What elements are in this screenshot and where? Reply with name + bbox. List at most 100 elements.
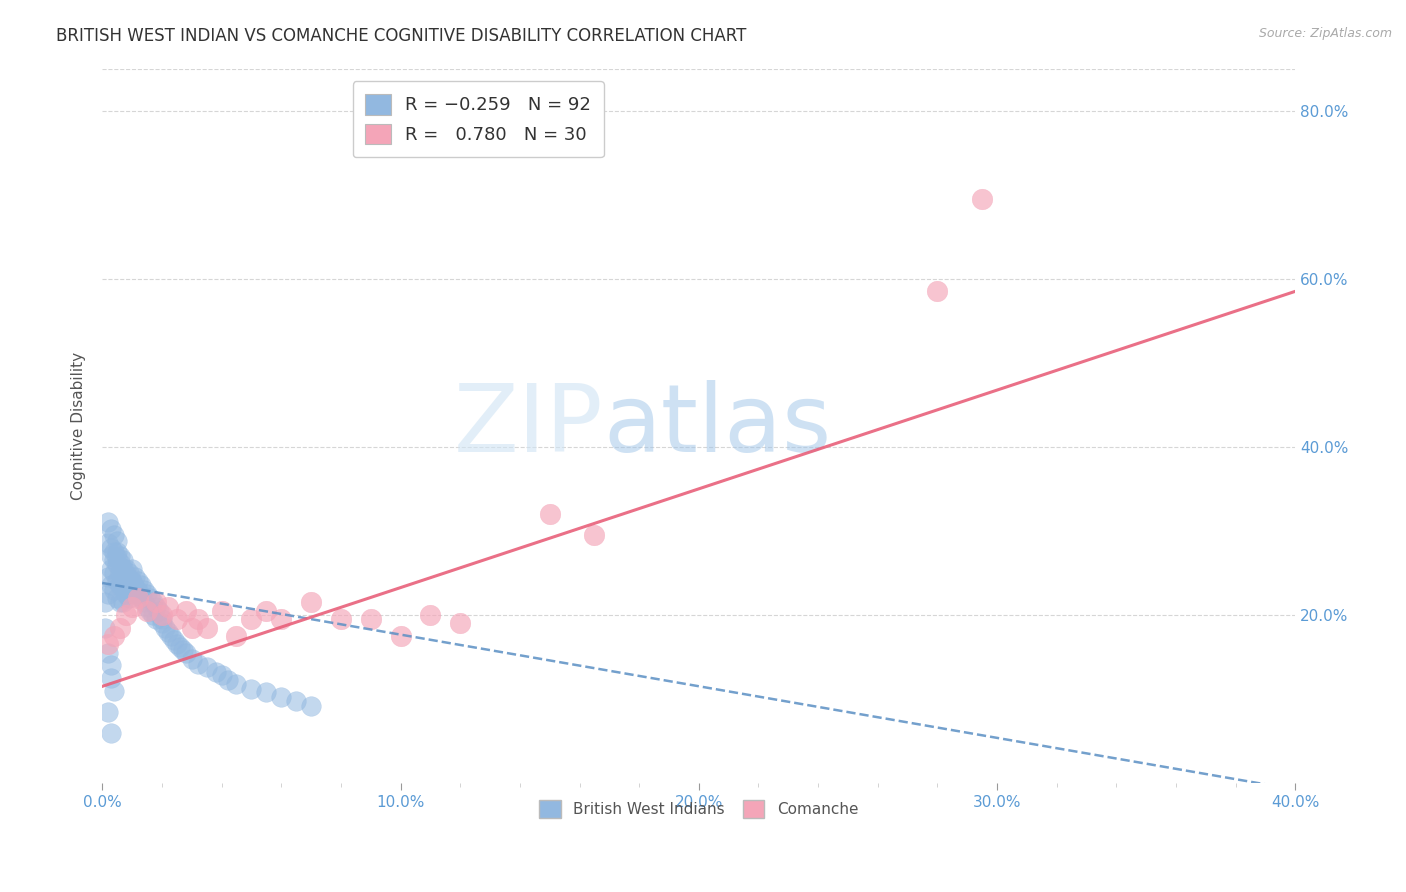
Point [103,545,125,559]
Point [97,570,120,584]
Point [360,612,382,626]
Legend: British West Indians, Comanche: British West Indians, Comanche [531,792,866,825]
Point [240,612,263,626]
Point [156,624,179,639]
Point [118,573,141,587]
Text: Source: ZipAtlas.com: Source: ZipAtlas.com [1258,27,1392,40]
Point [124,581,146,595]
Point [100,549,122,563]
Point [115,587,138,601]
Point [299,595,322,609]
Point [127,574,149,589]
Point [103,629,125,643]
Point [115,567,138,582]
Point [136,604,159,618]
Point [150,607,173,622]
Point [583,528,606,542]
Point [112,566,135,580]
Point [270,690,292,705]
Point [136,587,159,601]
Point [103,566,125,580]
Point [105,591,128,606]
Point [97,646,120,660]
Point [163,633,186,648]
Point [139,591,162,606]
Point [105,558,128,572]
Point [100,522,122,536]
Point [118,578,141,592]
Point [115,562,138,576]
Point [100,671,122,685]
Point [105,550,128,565]
Point [124,570,146,584]
Point [97,536,120,550]
Point [97,705,120,719]
Point [100,562,122,576]
Point [103,553,125,567]
Point [240,681,263,696]
Point [112,553,135,567]
Point [103,582,125,597]
Point [187,657,209,671]
Point [118,591,141,606]
Point [108,595,131,609]
Point [174,646,197,660]
Point [166,612,188,626]
Point [115,574,138,589]
Point [285,693,308,707]
Point [108,578,131,592]
Point [449,616,471,631]
Point [270,612,292,626]
Point [103,683,125,698]
Point [187,612,209,626]
Point [142,607,165,622]
Point [927,285,949,299]
Point [211,604,233,618]
Point [105,533,128,548]
Point [180,621,202,635]
Point [94,595,117,609]
Point [108,556,131,570]
Point [156,599,179,614]
Point [132,582,155,597]
Point [121,599,143,614]
Point [121,587,143,601]
Point [225,629,247,643]
Point [97,516,120,530]
Point [108,549,131,563]
Point [225,677,247,691]
Point [204,665,226,679]
Point [108,566,131,580]
Point [150,616,173,631]
Point [112,595,135,609]
Point [97,587,120,601]
Point [153,621,176,635]
Point [127,591,149,606]
Point [166,637,188,651]
Point [100,541,122,555]
Point [127,584,149,599]
Point [211,668,233,682]
Point [121,562,143,576]
Point [538,507,561,521]
Text: ZIP: ZIP [454,380,603,472]
Point [217,673,239,688]
Point [115,607,138,622]
Point [148,604,170,618]
Point [103,528,125,542]
Point [132,595,155,609]
Point [108,621,131,635]
Point [254,604,277,618]
Point [195,660,218,674]
Point [145,599,167,614]
Point [112,562,135,576]
Point [129,578,152,592]
Point [329,612,352,626]
Point [129,590,152,604]
Point [172,643,194,657]
Text: BRITISH WEST INDIAN VS COMANCHE COGNITIVE DISABILITY CORRELATION CHART: BRITISH WEST INDIAN VS COMANCHE COGNITIV… [56,27,747,45]
Point [112,578,135,592]
Y-axis label: Cognitive Disability: Cognitive Disability [72,351,86,500]
Point [169,640,191,654]
Point [419,607,441,622]
